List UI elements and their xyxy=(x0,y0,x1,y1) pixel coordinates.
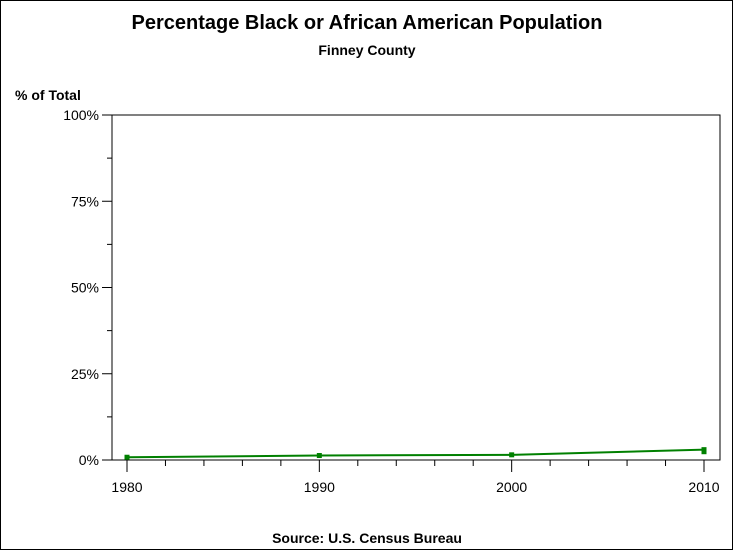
data-point xyxy=(124,454,130,460)
series-line xyxy=(126,448,705,459)
chart-title: Percentage Black or African American Pop… xyxy=(132,12,603,34)
x-tick-label: 2010 xyxy=(688,479,719,495)
y-tick-label: 0% xyxy=(79,452,99,468)
y-axis-label: % of Total xyxy=(15,87,81,103)
y-tick-label: 100% xyxy=(63,107,99,123)
data-point xyxy=(509,452,515,458)
chart-subtitle: Finney County xyxy=(318,42,415,58)
plot-frame xyxy=(111,114,721,461)
x-tick-label: 1990 xyxy=(304,479,335,495)
y-tick-label: 25% xyxy=(71,366,99,382)
y-tick-label: 75% xyxy=(71,193,99,209)
y-tick-label: 50% xyxy=(71,280,99,296)
data-point xyxy=(701,449,707,455)
data-point xyxy=(316,453,322,459)
footnote: Source: U.S. Census Bureau xyxy=(272,530,462,546)
x-tick-label: 1980 xyxy=(111,479,142,495)
x-tick-label: 2000 xyxy=(496,479,527,495)
